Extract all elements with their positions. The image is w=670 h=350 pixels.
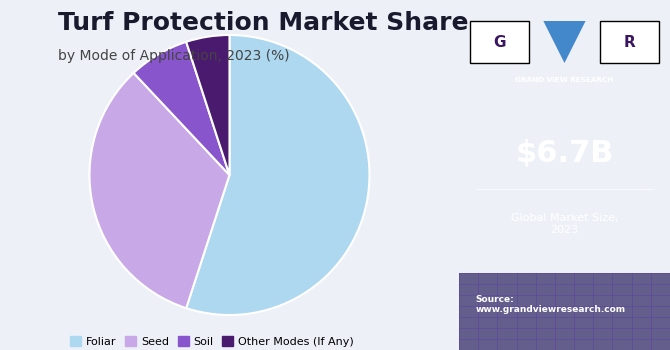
Bar [459, 273, 670, 350]
Wedge shape [90, 73, 229, 308]
Polygon shape [543, 21, 586, 63]
Text: GRAND VIEW RESEARCH: GRAND VIEW RESEARCH [515, 77, 614, 84]
Text: G: G [493, 35, 505, 49]
Text: R: R [624, 35, 636, 49]
FancyBboxPatch shape [600, 21, 659, 63]
Legend: Foliar, Seed, Soil, Other Modes (If Any): Foliar, Seed, Soil, Other Modes (If Any) [66, 332, 358, 350]
Wedge shape [186, 35, 230, 175]
Text: Source:
www.grandviewresearch.com: Source: www.grandviewresearch.com [476, 295, 626, 314]
Text: Turf Protection Market Share: Turf Protection Market Share [58, 10, 468, 35]
FancyBboxPatch shape [470, 21, 529, 63]
Text: $6.7B: $6.7B [515, 140, 614, 168]
Text: Global Market Size,
2023: Global Market Size, 2023 [511, 213, 618, 235]
Wedge shape [186, 35, 369, 315]
Text: by Mode of Application, 2023 (%): by Mode of Application, 2023 (%) [58, 49, 289, 63]
Wedge shape [133, 42, 229, 175]
